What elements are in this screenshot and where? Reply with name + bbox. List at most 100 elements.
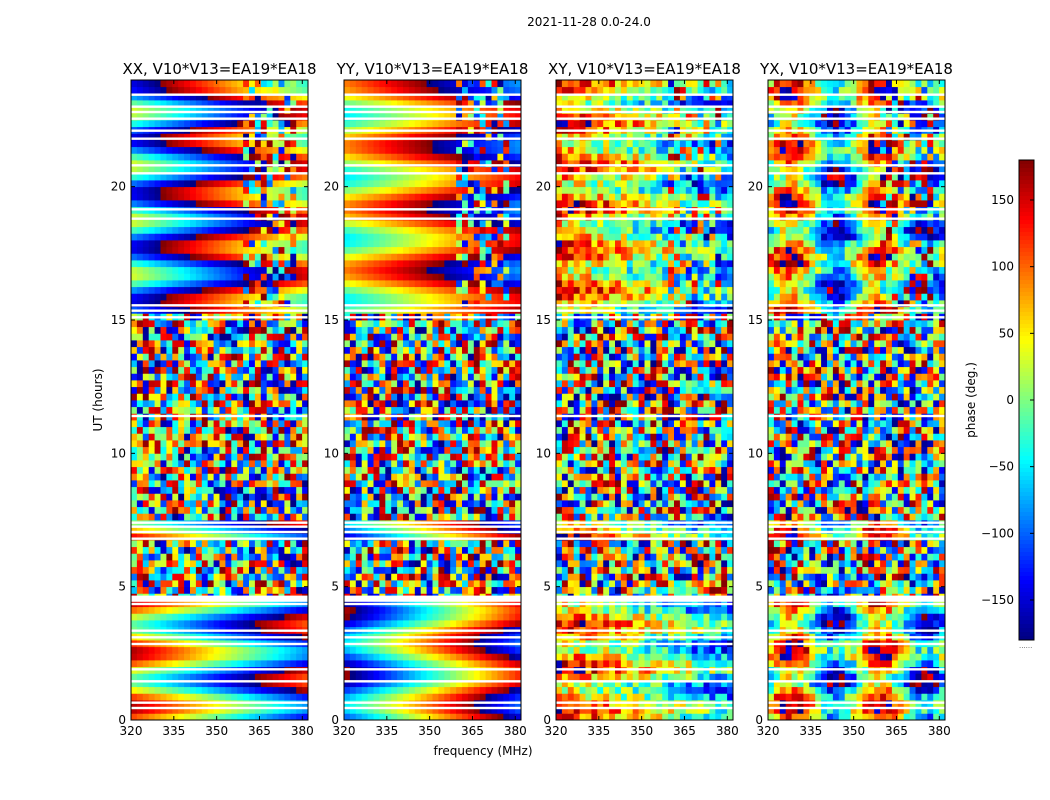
heatmap-cell <box>379 606 386 614</box>
heatmap-cell <box>491 406 498 414</box>
heatmap-cell <box>515 426 522 434</box>
heatmap-cell <box>456 533 463 541</box>
heatmap-cell <box>166 213 173 221</box>
heatmap-cell <box>444 300 451 308</box>
heatmap-cell <box>485 533 492 541</box>
heatmap-cell <box>385 460 392 468</box>
heatmap-cell <box>254 460 262 468</box>
heatmap-cell <box>403 380 410 388</box>
heatmap-cell <box>485 366 492 374</box>
heatmap-cell <box>260 386 268 394</box>
heatmap-cell <box>432 673 439 681</box>
heatmap-cell <box>438 706 445 714</box>
heatmap-cell <box>225 333 232 341</box>
heatmap-cell <box>403 393 410 401</box>
heatmap-cell <box>131 686 138 694</box>
heatmap-cell <box>290 373 297 381</box>
heatmap-cell <box>361 553 368 561</box>
heatmap-cell <box>207 460 214 468</box>
heatmap-cell <box>243 146 250 154</box>
heatmap-cell <box>296 406 303 414</box>
heatmap-cell <box>225 133 232 141</box>
heatmap-cell <box>266 446 273 454</box>
heatmap-cell <box>260 220 268 228</box>
heatmap-cell <box>260 713 268 721</box>
heatmap-cell <box>207 160 214 168</box>
heatmap-cell <box>207 513 214 521</box>
heatmap-cell <box>131 506 138 514</box>
heatmap-cell <box>172 93 179 101</box>
heatmap-cell <box>473 680 481 688</box>
heatmap-cell <box>266 493 273 501</box>
heatmap-cell <box>485 373 492 381</box>
heatmap-cell <box>131 260 138 268</box>
heatmap-cell <box>444 333 451 341</box>
heatmap-cell <box>160 713 167 721</box>
heatmap-cell <box>178 213 185 221</box>
heatmap-cell <box>154 473 161 481</box>
heatmap-cell <box>184 86 191 94</box>
heatmap-cell <box>184 186 191 194</box>
heatmap-cell <box>184 400 191 408</box>
heatmap-cell <box>172 706 179 714</box>
heatmap-cell <box>278 253 285 261</box>
heatmap-cell <box>207 680 214 688</box>
heatmap-cell <box>142 200 150 208</box>
heatmap-cell <box>485 440 492 448</box>
heatmap-cell <box>408 653 416 661</box>
heatmap-cell <box>462 400 469 408</box>
heatmap-cell <box>403 426 410 434</box>
heatmap-cell <box>207 620 214 628</box>
heatmap-cell <box>385 480 392 488</box>
heatmap-cell <box>201 546 209 554</box>
heatmap-cell <box>432 373 439 381</box>
heatmap-cell <box>154 426 161 434</box>
heatmap-cell <box>272 353 279 361</box>
heatmap-cell <box>178 273 185 281</box>
heatmap-cell <box>485 400 492 408</box>
heatmap-cell <box>355 586 363 594</box>
heatmap-cell <box>254 346 262 354</box>
heatmap-cell <box>225 246 232 254</box>
heatmap-cell <box>207 660 214 668</box>
heatmap-cell <box>260 193 268 201</box>
heatmap-cell <box>473 606 481 614</box>
heatmap-cell <box>166 286 173 294</box>
heatmap-cell <box>136 333 144 341</box>
heatmap-cell <box>136 173 144 181</box>
heatmap-cell <box>290 140 297 148</box>
heatmap-cell <box>296 293 303 301</box>
heatmap-cell <box>136 146 144 154</box>
heatmap-cell <box>278 613 285 621</box>
heatmap-cell <box>438 393 445 401</box>
heatmap-cell <box>219 406 226 414</box>
heatmap-cell <box>450 393 457 401</box>
heatmap-cell <box>432 646 439 654</box>
heatmap-cell <box>414 506 422 514</box>
heatmap-cell <box>178 486 185 494</box>
heatmap-cell <box>290 660 297 668</box>
heatmap-cell <box>296 226 303 234</box>
heatmap-cell <box>420 540 427 548</box>
heatmap-cell <box>172 80 179 88</box>
heatmap-cell <box>178 226 185 234</box>
heatmap-cell <box>136 393 144 401</box>
heatmap-cell <box>479 526 486 534</box>
heatmap-cell <box>249 166 256 174</box>
heatmap-cell <box>485 266 492 274</box>
heatmap-cell <box>344 526 351 534</box>
heatmap-cell <box>237 213 244 221</box>
heatmap-cell <box>148 153 155 161</box>
heatmap-cell <box>420 460 427 468</box>
heatmap-cell <box>373 493 380 501</box>
heatmap-cell <box>237 380 244 388</box>
heatmap-cell <box>391 300 398 308</box>
heatmap-cell <box>231 140 238 148</box>
heatmap-cell <box>385 613 392 621</box>
heatmap-cell <box>403 693 410 701</box>
heatmap-cell <box>414 553 422 561</box>
heatmap-cell <box>178 540 185 548</box>
heatmap-cell <box>136 260 144 268</box>
heatmap-cell <box>166 180 173 188</box>
